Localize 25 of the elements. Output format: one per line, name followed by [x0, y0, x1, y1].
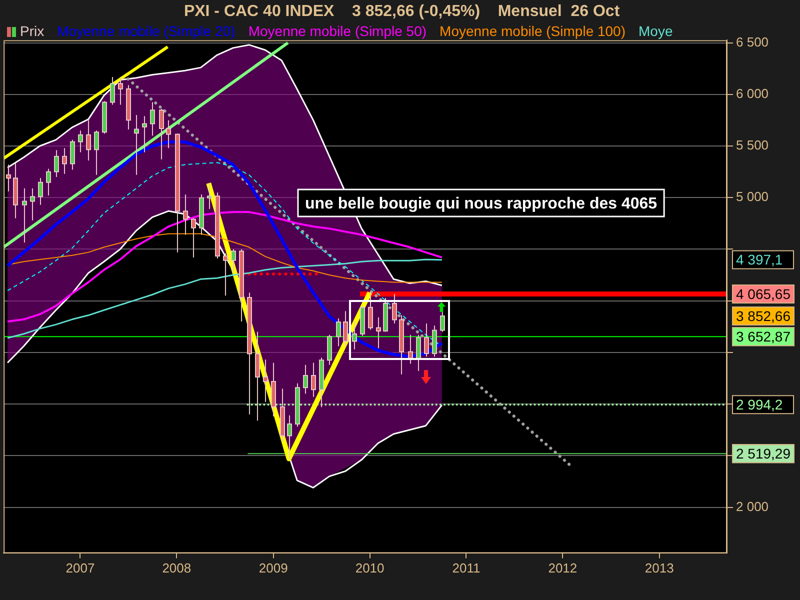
chart-title: PXI - CAC 40 INDEX 3 852,66 (-0,45%) Mensuel 26 Oct	[184, 3, 620, 20]
x-tick-label: 2012	[548, 560, 578, 576]
annotation: une belle bougie qui nous rapproche des 4065	[305, 195, 658, 212]
text: Moyenne mobile (Simple 100)	[440, 23, 626, 39]
x-tick-label: 2009	[258, 560, 288, 576]
text: Moyenne mobile (Simple 20)	[57, 23, 236, 39]
y-tick-label: 6 000	[736, 86, 769, 101]
x-tick-label: 2013	[644, 560, 674, 576]
data-label: 2 519,29	[736, 446, 791, 462]
text: 4 397,1	[736, 252, 783, 268]
data-label: 4 065,65	[736, 286, 791, 302]
y-tick-label: 5 500	[736, 138, 769, 153]
ref-line-label: 3 652,87	[736, 328, 791, 345]
text: Moye	[638, 23, 673, 39]
y-tick-label: 6 500	[736, 34, 769, 50]
x-tick-label: 2008	[162, 560, 192, 576]
x-tick-label: 2010	[355, 560, 384, 576]
y-tick-label: 5 000	[736, 189, 769, 204]
y-tick-label: 2 000	[736, 498, 769, 514]
x-tick-label: 2011	[452, 560, 480, 576]
data-label: 2 994,2	[736, 396, 783, 413]
x-tick-label: 2007	[66, 560, 95, 576]
text: Moyenne mobile (Simple 50)	[248, 23, 427, 39]
text: 3 852,66	[736, 308, 791, 324]
legend-label: Prix	[20, 23, 44, 39]
